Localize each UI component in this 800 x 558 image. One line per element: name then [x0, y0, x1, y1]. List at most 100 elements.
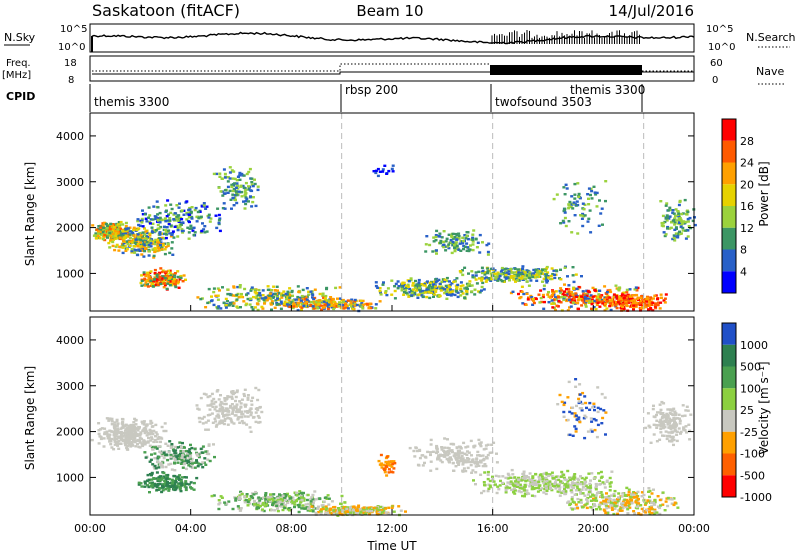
- data-cell: [174, 459, 177, 461]
- data-cell: [244, 193, 247, 195]
- data-cell: [529, 279, 532, 281]
- data-cell: [472, 249, 475, 251]
- data-cell: [467, 461, 470, 463]
- data-cell: [635, 294, 638, 296]
- data-cell: [315, 512, 318, 514]
- data-cell: [224, 176, 227, 178]
- data-cell: [473, 445, 476, 447]
- data-cell: [316, 508, 319, 510]
- data-cell: [304, 507, 307, 509]
- data-cell: [476, 246, 479, 248]
- data-cell: [673, 237, 676, 239]
- data-cell: [208, 214, 211, 216]
- data-cell: [461, 463, 464, 465]
- data-cell: [288, 299, 291, 301]
- data-cell: [250, 178, 253, 180]
- data-cell: [648, 301, 651, 303]
- data-cell: [140, 285, 143, 287]
- data-cell: [142, 255, 145, 257]
- data-cell: [419, 457, 422, 459]
- data-cell: [164, 488, 167, 490]
- data-cell: [480, 289, 483, 291]
- data-cell: [475, 274, 478, 276]
- data-cell: [296, 494, 299, 496]
- data-cell: [521, 495, 524, 497]
- data-cell: [148, 433, 151, 435]
- data-cell: [244, 207, 247, 209]
- data-cell: [431, 250, 434, 252]
- data-cell: [566, 275, 569, 277]
- data-cell: [507, 474, 510, 476]
- data-cell: [587, 198, 590, 200]
- data-cell: [233, 302, 236, 304]
- data-cell: [280, 301, 283, 303]
- data-cell: [258, 417, 261, 419]
- data-cell: [97, 422, 100, 424]
- data-cell: [553, 198, 556, 200]
- data-cell: [430, 461, 433, 463]
- data-cell: [168, 451, 171, 453]
- data-cell: [474, 289, 477, 291]
- data-cell: [541, 281, 544, 283]
- data-cell: [385, 294, 388, 296]
- data-cell: [356, 304, 359, 306]
- data-cell: [196, 296, 199, 298]
- freq-right-tick-top: 60: [710, 58, 723, 69]
- data-cell: [504, 268, 507, 270]
- data-cell: [281, 503, 284, 505]
- data-cell: [526, 280, 529, 282]
- data-cell: [213, 287, 216, 289]
- data-cell: [117, 228, 120, 230]
- data-cell: [236, 307, 239, 309]
- data-cell: [172, 230, 175, 232]
- data-cell: [178, 441, 181, 443]
- colorbar-swatch: [722, 250, 736, 272]
- data-cell: [195, 477, 198, 479]
- data-cell: [166, 483, 169, 485]
- data-cell: [352, 509, 355, 511]
- data-cell: [271, 498, 274, 500]
- data-cell: [136, 245, 139, 247]
- data-cell: [418, 450, 421, 452]
- data-cell: [119, 443, 122, 445]
- data-cell: [158, 445, 161, 447]
- data-cell: [254, 387, 257, 389]
- data-cell: [333, 506, 336, 508]
- data-cell: [609, 477, 612, 479]
- data-cell: [99, 428, 102, 430]
- data-cell: [546, 293, 549, 295]
- data-cell: [568, 299, 571, 301]
- data-cell: [164, 253, 167, 255]
- data-cell: [455, 290, 458, 292]
- data-cell: [164, 422, 167, 424]
- data-cell: [552, 270, 555, 272]
- data-cell: [200, 397, 203, 399]
- data-cell: [546, 490, 549, 492]
- data-cell: [245, 304, 248, 306]
- data-cell: [129, 237, 132, 239]
- data-cell: [127, 435, 130, 437]
- data-cell: [223, 302, 226, 304]
- data-cell: [236, 391, 239, 393]
- data-cell: [181, 457, 184, 459]
- data-cell: [386, 456, 389, 458]
- data-cell: [180, 218, 183, 220]
- data-cell: [175, 486, 178, 488]
- data-cell: [614, 304, 617, 306]
- data-cell: [307, 294, 310, 296]
- data-cell: [337, 507, 340, 509]
- data-cell: [247, 185, 250, 187]
- data-cell: [139, 245, 142, 247]
- data-cell: [108, 436, 111, 438]
- data-cell: [513, 476, 516, 478]
- data-cell: [223, 202, 226, 204]
- data-cell: [104, 431, 107, 433]
- data-cell: [197, 463, 200, 465]
- data-cell: [439, 295, 442, 297]
- data-cell: [528, 271, 531, 273]
- data-cell: [545, 273, 548, 275]
- data-cell: [649, 296, 652, 298]
- data-cell: [224, 189, 227, 191]
- data-cell: [521, 291, 524, 293]
